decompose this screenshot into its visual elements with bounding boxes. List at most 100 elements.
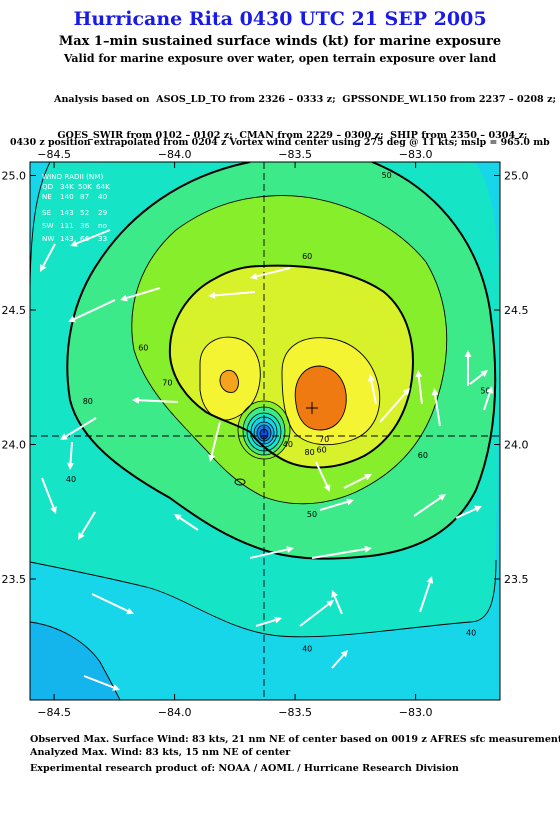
y-tick-label-left: 24.5 — [2, 304, 27, 317]
wind-arrow — [419, 576, 434, 613]
contour-small — [234, 478, 246, 486]
wind-arrow-head — [431, 388, 439, 396]
wind-arrow — [367, 374, 377, 405]
wind-arrow-head — [438, 494, 446, 501]
y-tick-label-left: 24.0 — [2, 439, 27, 452]
wind-arrow-head — [78, 532, 85, 540]
wind-arrow-shaft — [255, 619, 276, 627]
credit-line: Experimental research product of: NOAA /… — [30, 763, 459, 774]
eye — [237, 400, 291, 460]
wind-arrow — [250, 267, 291, 280]
wind-arrow — [91, 593, 134, 615]
wind-arrow — [331, 590, 343, 615]
y-tick-label-right: 24.5 — [504, 304, 529, 317]
wind-arrow-shaft — [126, 287, 161, 299]
wind-arrow-shaft — [249, 548, 288, 559]
wind-arrow-shaft — [214, 291, 256, 297]
contour-label: 40 — [466, 628, 476, 637]
wind-arrow — [41, 477, 57, 514]
y-tick-label-right: 23.5 — [504, 573, 529, 586]
observed-max-wind: Observed Max. Surface Wind: 83 kts, 21 n… — [30, 734, 560, 745]
wind-arrow-head — [323, 484, 331, 492]
wind-arrow-shaft — [469, 373, 484, 385]
analyzed-max-wind: Analyzed Max. Wind: 83 kts, 15 nm NE of … — [30, 747, 291, 758]
analysis-sources: Analysis based on ASOS_LD_TO from 2326 –… — [54, 70, 556, 262]
max-wind-marker — [306, 402, 318, 414]
band-below-30 — [30, 622, 120, 700]
wind-vectors — [40, 229, 494, 691]
wind-arrow-shaft — [91, 593, 129, 612]
y-tick-label-left: 25.0 — [2, 170, 27, 183]
contour-label: 50 — [307, 510, 317, 519]
wind-arrow — [60, 417, 97, 440]
wind-arrow — [379, 388, 410, 423]
wind-arrow-head — [402, 388, 410, 396]
contour-label: 40 — [302, 645, 312, 654]
wind-arrow — [469, 370, 488, 385]
wind-arrow-head — [60, 433, 68, 440]
core-west — [220, 370, 239, 393]
contour-80-west — [199, 336, 261, 421]
contour-label: 70 — [162, 378, 172, 387]
wind-arrow-shaft — [331, 654, 345, 669]
contour-label: 80 — [305, 448, 315, 457]
wind-arrow-head — [68, 315, 76, 323]
wind-arrow-shaft — [343, 476, 367, 489]
wind-arrow-head — [415, 370, 423, 378]
contour-label: 60 — [138, 343, 148, 352]
wind-arrow — [331, 650, 348, 669]
wind-arrow — [132, 396, 179, 404]
contour-30 — [30, 621, 121, 700]
wind-arrow-shaft — [333, 596, 343, 615]
contour-label: 40 — [283, 440, 293, 449]
y-tick-label-right: 24.0 — [504, 439, 529, 452]
contour-80-east — [281, 337, 381, 446]
wind-arrow — [174, 514, 199, 531]
contour-90-east — [294, 365, 347, 431]
wind-arrow-head — [364, 474, 372, 481]
wind-arrow-head — [40, 264, 47, 272]
wind-arrow — [83, 675, 120, 691]
wind-arrow-head — [67, 462, 74, 470]
wind-arrow-shaft — [417, 376, 423, 405]
wind-arrow-shaft — [69, 441, 73, 464]
wind-arrow-shaft — [73, 299, 116, 320]
wind-arrow-head — [326, 600, 334, 608]
wind-arrow — [208, 291, 256, 299]
analysis-line: MOORED_BUOY from 2229 – 0350 z; — [54, 166, 255, 177]
wind-arrow-head — [346, 498, 354, 506]
wind-arrow-head — [208, 454, 216, 462]
wind-arrow-head — [480, 370, 488, 378]
wind-arrow — [431, 388, 441, 427]
contour-label: 60 — [317, 446, 327, 455]
x-tick-label-bottom: −84.0 — [158, 706, 192, 719]
wind-arrow-head — [208, 291, 216, 299]
validity-note: Valid for marine exposure over water, op… — [63, 52, 497, 65]
wind-arrow-shaft — [80, 511, 96, 535]
wind-arrow-shaft — [256, 267, 291, 278]
wind-arrow-head — [474, 505, 482, 513]
wind-arrow-head — [340, 650, 348, 658]
x-tick-label-bottom: −84.5 — [37, 706, 71, 719]
wind-arrow-shaft — [319, 501, 348, 511]
wind-arrow-shaft — [483, 392, 491, 411]
wind-arrow-head — [331, 590, 338, 598]
chart-title: Hurricane Rita 0430 UTC 21 SEP 2005 — [73, 8, 487, 30]
wind-arrow-shaft — [379, 392, 407, 423]
wind-arrow — [343, 474, 372, 489]
wind-arrow — [455, 505, 482, 519]
wind-arrow — [415, 370, 423, 405]
wind-arrow — [255, 616, 282, 627]
wind-arrow-head — [274, 616, 282, 624]
band-70-80 — [169, 265, 413, 468]
x-tick-label-bottom: −83.0 — [399, 706, 433, 719]
wind-arrow — [40, 243, 56, 272]
wind-arrow — [464, 350, 472, 386]
contour-label: 80 — [83, 397, 93, 406]
wind-arrow-shaft — [138, 399, 179, 403]
contour-label: 50 — [480, 386, 490, 395]
wind-arrow-shaft — [210, 421, 221, 456]
contour-label: 70 — [319, 435, 329, 444]
analysis-line: GPSSONDE_SFC from 2237 – 0208 z; — [54, 238, 255, 249]
wind-arrow — [208, 421, 221, 462]
